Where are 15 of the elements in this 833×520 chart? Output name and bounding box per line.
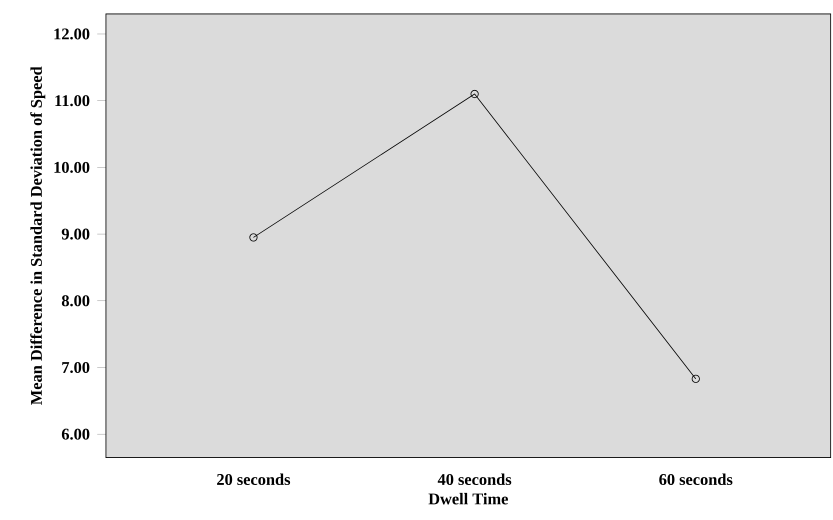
point [470, 90, 479, 98]
point [249, 233, 258, 242]
x-tick-label: 20 seconds [217, 473, 290, 485]
y-tick-label: 12.00 [54, 28, 90, 40]
y-tick-label: 6.00 [62, 428, 90, 440]
x-tick-label: 60 seconds [659, 473, 732, 485]
y-tick-label: 8.00 [62, 295, 90, 306]
x-tick-label: 40 seconds [438, 473, 512, 485]
y-axis-title: Mean Difference in Standard Deviation of Speed [30, 66, 46, 405]
point [692, 374, 700, 383]
y-tick-label: 7.00 [62, 362, 90, 373]
y-tick-label: 10.00 [54, 162, 90, 173]
y-tick-label: 9.00 [62, 228, 90, 240]
x-axis-title: Dwell Time [428, 492, 508, 504]
y-tick-label: 11.00 [55, 94, 90, 106]
